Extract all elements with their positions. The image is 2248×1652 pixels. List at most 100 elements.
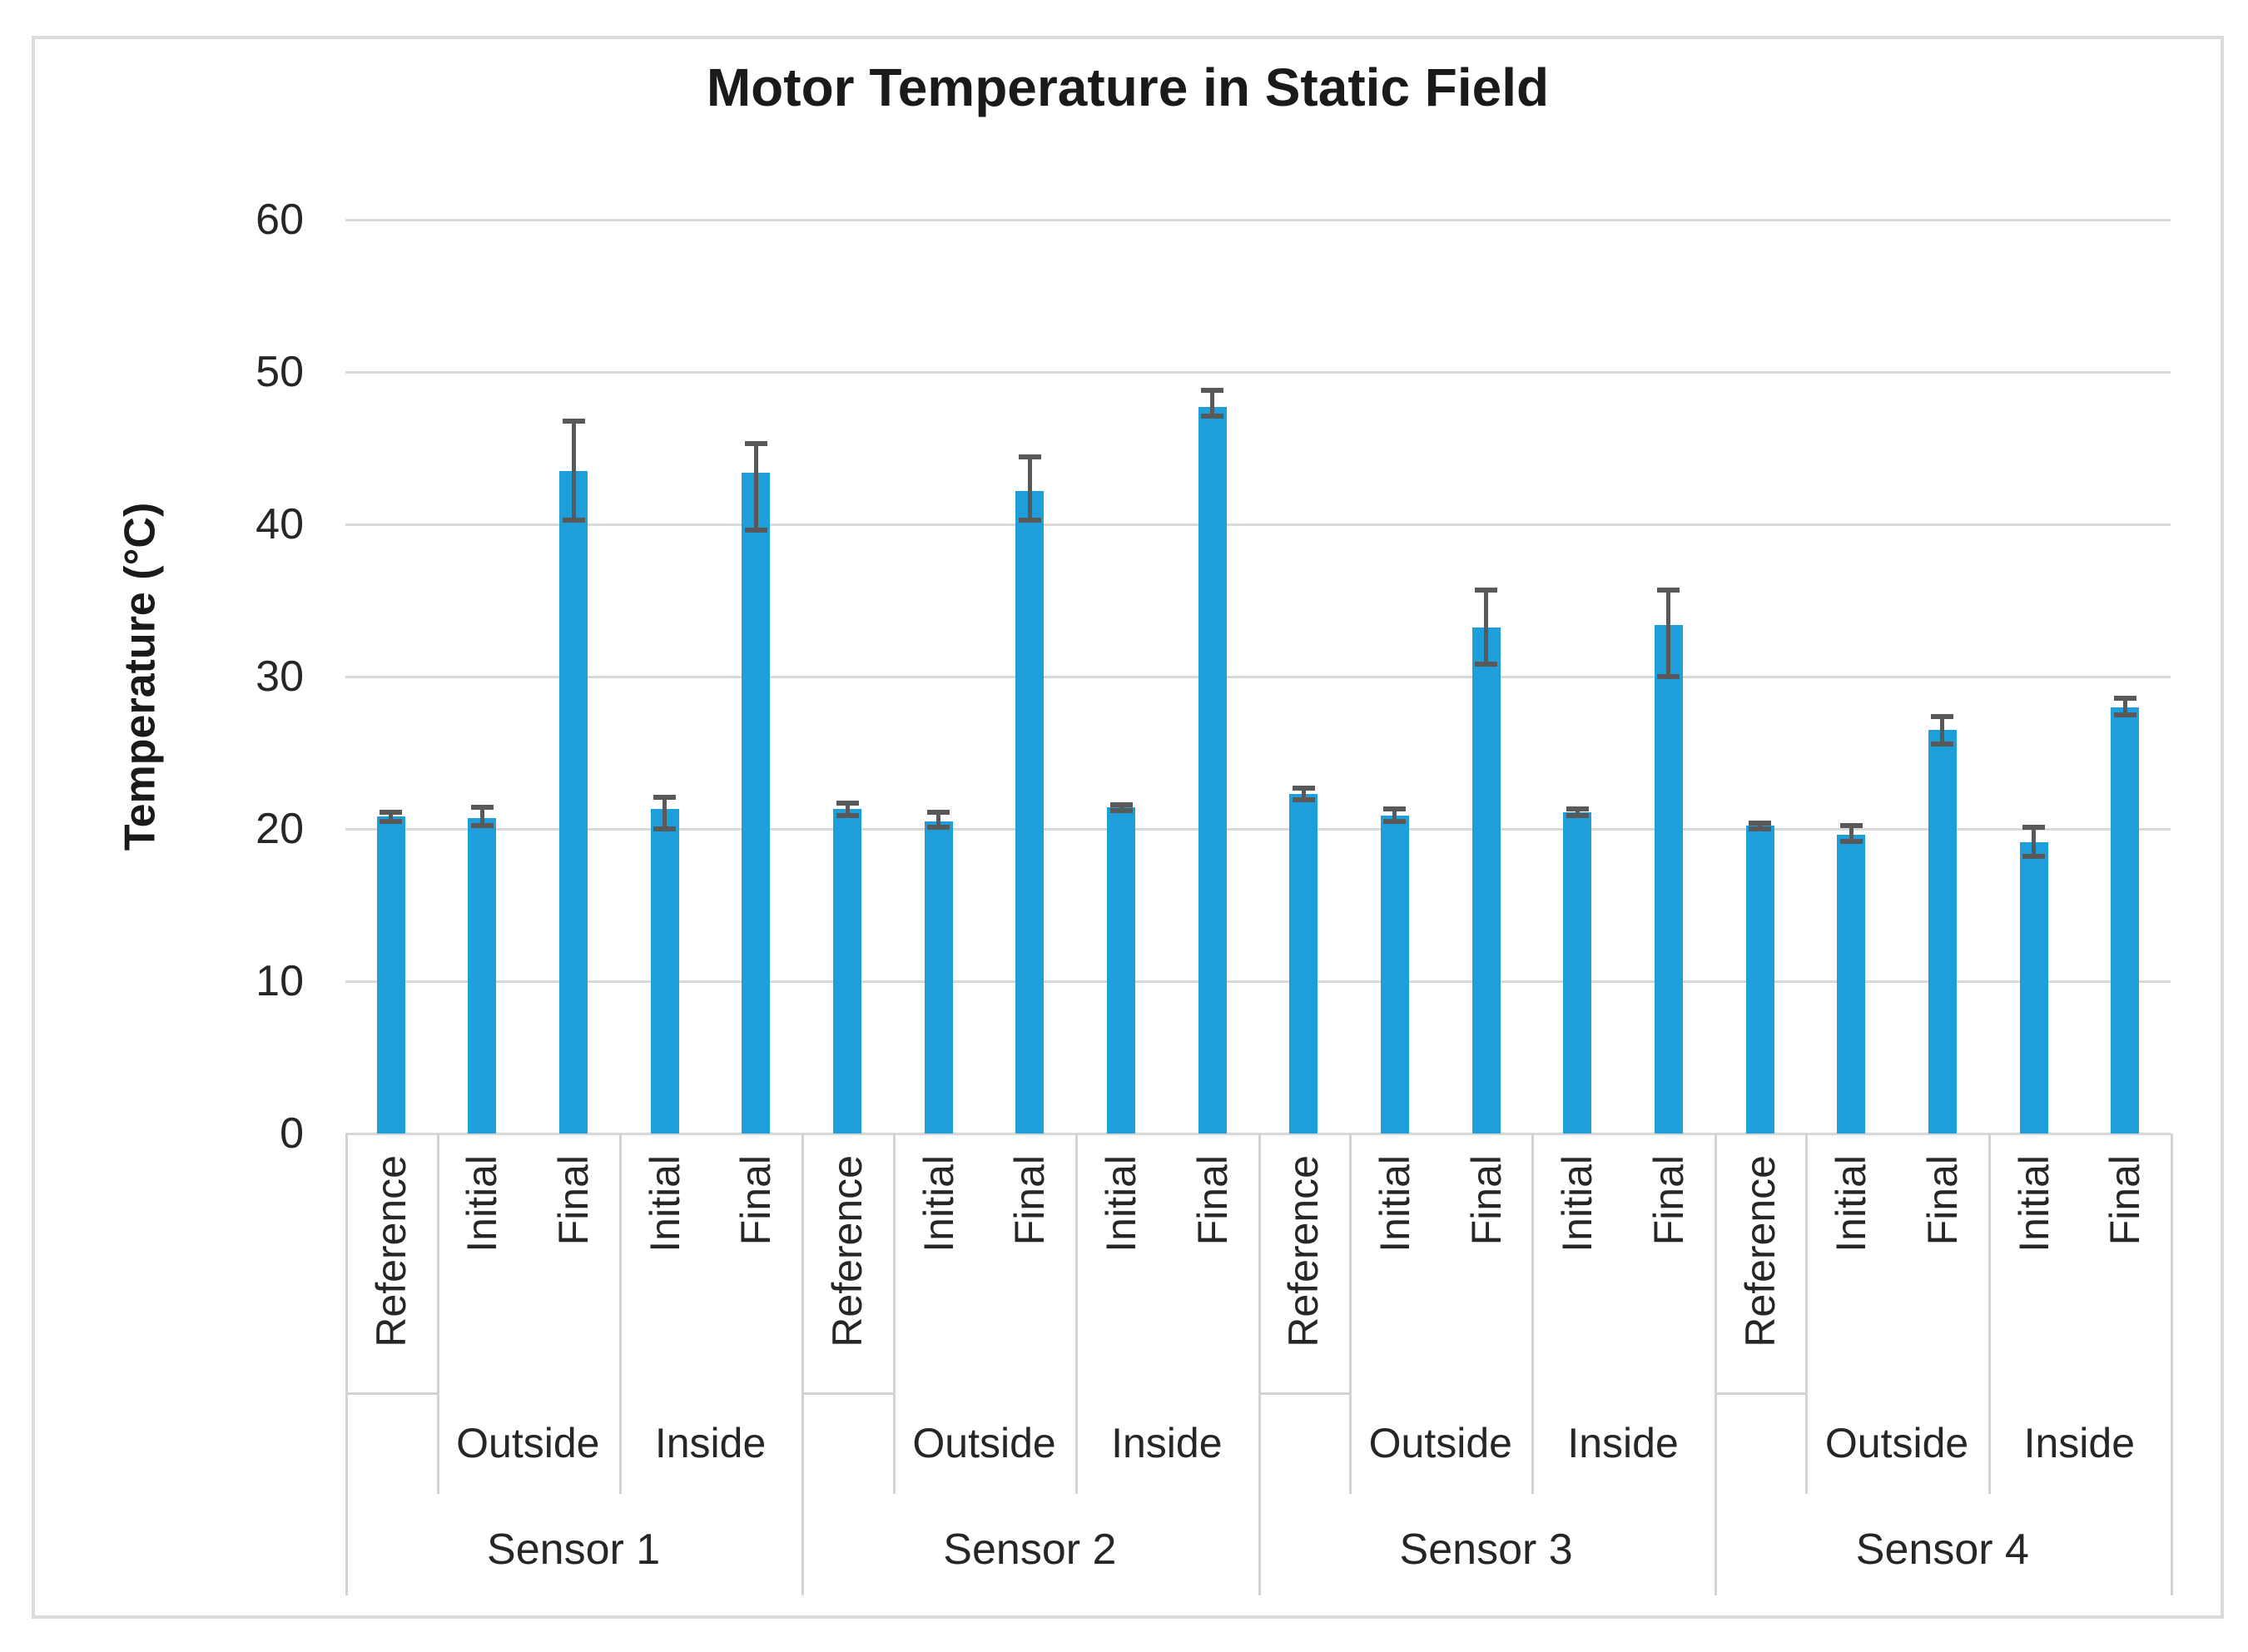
error-bar-cap-top <box>1201 387 1224 393</box>
bar-Sensor2-4 <box>1198 407 1227 1134</box>
group-boundary-line <box>2171 1134 2173 1595</box>
bar-Sensor4-1 <box>1837 835 1866 1134</box>
group-boundary-line <box>1714 1134 1717 1595</box>
category-label-initial: Initial <box>641 1155 688 1253</box>
error-bar-cap-top <box>1109 801 1133 807</box>
group-label-sensor-4: Sensor 4 <box>1855 1525 2029 1574</box>
group-label-sensor-2: Sensor 2 <box>943 1525 1117 1574</box>
error-bar-cap-bottom <box>380 818 403 824</box>
bar-Sensor1-0 <box>376 816 405 1134</box>
y-tick-label-30: 30 <box>256 652 304 701</box>
category-label-initial: Initial <box>1828 1155 1875 1253</box>
subgroup-divider-line <box>1349 1134 1352 1494</box>
category-label-final: Final <box>1462 1155 1510 1246</box>
subgroup-label-outside: Outside <box>912 1420 1056 1466</box>
bar-Sensor3-4 <box>1654 624 1683 1134</box>
error-bar-cap-bottom <box>1383 818 1407 824</box>
reference-cell-bottom-line <box>1258 1392 1350 1395</box>
error-bar-cap-bottom <box>1018 517 1041 523</box>
category-label-initial: Initial <box>1554 1155 1601 1253</box>
error-bar-cap-bottom <box>927 825 950 831</box>
error-bar-cap-bottom <box>1657 674 1680 679</box>
subgroup-divider-line <box>1531 1134 1535 1494</box>
error-bar-cap-top <box>1292 785 1315 791</box>
subgroup-label-inside: Inside <box>1111 1420 1223 1466</box>
error-bar-line <box>1484 589 1489 665</box>
category-label-initial: Initial <box>2010 1155 2057 1253</box>
bar-Sensor4-0 <box>1745 826 1774 1134</box>
error-bar-cap-top <box>653 794 677 800</box>
subgroup-divider-line <box>436 1134 439 1494</box>
error-bar-line <box>1940 716 1945 744</box>
error-bar-cap-top <box>1839 823 1863 829</box>
bar-Sensor2-2 <box>1015 490 1045 1134</box>
category-label-reference: Reference <box>1280 1155 1327 1347</box>
error-bar-line <box>1210 389 1215 417</box>
category-label-final: Final <box>1645 1155 1692 1246</box>
gridline-50 <box>345 370 2171 374</box>
error-bar-cap-bottom <box>2022 853 2046 859</box>
y-tick-label-50: 50 <box>256 348 304 396</box>
subgroup-label-inside: Inside <box>1567 1420 1679 1466</box>
subgroup-label-inside: Inside <box>2023 1420 2136 1466</box>
error-bar-line <box>753 444 758 531</box>
error-bar-line <box>1027 457 1032 520</box>
error-bar-cap-top <box>1018 454 1041 460</box>
subgroup-divider-line <box>892 1134 896 1494</box>
error-bar-line <box>479 807 484 826</box>
error-bar-cap-top <box>836 800 859 806</box>
bar-Sensor4-4 <box>2111 707 2140 1134</box>
category-label-final: Final <box>1918 1155 1966 1246</box>
error-bar-cap-top <box>470 805 494 811</box>
category-label-reference: Reference <box>367 1155 414 1347</box>
error-bar-cap-bottom <box>1201 414 1224 419</box>
category-label-initial: Initial <box>1098 1155 1145 1253</box>
bar-Sensor3-0 <box>1289 793 1318 1134</box>
error-bar-line <box>1849 826 1853 841</box>
reference-cell-bottom-line <box>801 1392 893 1395</box>
error-bar-line <box>571 420 576 520</box>
gridline-30 <box>345 675 2171 678</box>
bar-Sensor2-3 <box>1107 807 1136 1134</box>
y-tick-label-20: 20 <box>256 805 304 853</box>
y-tick-label-10: 10 <box>256 957 304 1005</box>
bar-Sensor3-3 <box>1563 811 1592 1134</box>
category-label-final: Final <box>732 1155 780 1246</box>
error-bar-cap-bottom <box>1109 808 1133 814</box>
error-bar-cap-top <box>1931 713 1954 719</box>
error-bar-line <box>2122 697 2127 715</box>
reference-cell-bottom-line <box>345 1392 437 1395</box>
bar-Sensor4-2 <box>1928 730 1957 1134</box>
category-label-initial: Initial <box>1371 1155 1418 1253</box>
gridline-10 <box>345 980 2171 983</box>
error-bar-line <box>1575 809 1580 816</box>
bar-Sensor3-2 <box>1471 628 1501 1134</box>
error-bar-cap-bottom <box>653 826 677 831</box>
error-bar-line <box>1666 589 1671 677</box>
error-bar-cap-top <box>1566 806 1589 812</box>
category-label-reference: Reference <box>1736 1155 1784 1347</box>
chart-title: Motor Temperature in Static Field <box>706 57 1550 117</box>
gridline-40 <box>345 523 2171 526</box>
subgroup-label-outside: Outside <box>1368 1420 1512 1466</box>
bar-Sensor3-1 <box>1380 815 1409 1134</box>
group-label-sensor-1: Sensor 1 <box>487 1525 661 1574</box>
bar-Sensor1-4 <box>742 472 771 1134</box>
gridline-60 <box>345 218 2171 221</box>
category-label-final: Final <box>2102 1155 2149 1246</box>
error-bar-line <box>2032 827 2037 856</box>
group-label-sensor-3: Sensor 3 <box>1399 1525 1573 1574</box>
error-bar-line <box>389 811 394 821</box>
gridline-20 <box>345 827 2171 831</box>
error-bar-cap-top <box>562 418 585 424</box>
error-bar-cap-bottom <box>1839 838 1863 844</box>
error-bar-cap-bottom <box>744 528 767 533</box>
error-bar-cap-bottom <box>1292 797 1315 803</box>
error-bar-cap-top <box>927 809 950 815</box>
error-bar-cap-bottom <box>1749 826 1772 831</box>
error-bar-line <box>1301 787 1306 801</box>
error-bar-line <box>845 802 850 816</box>
error-bar-cap-bottom <box>562 517 585 523</box>
y-tick-label-60: 60 <box>256 196 304 244</box>
